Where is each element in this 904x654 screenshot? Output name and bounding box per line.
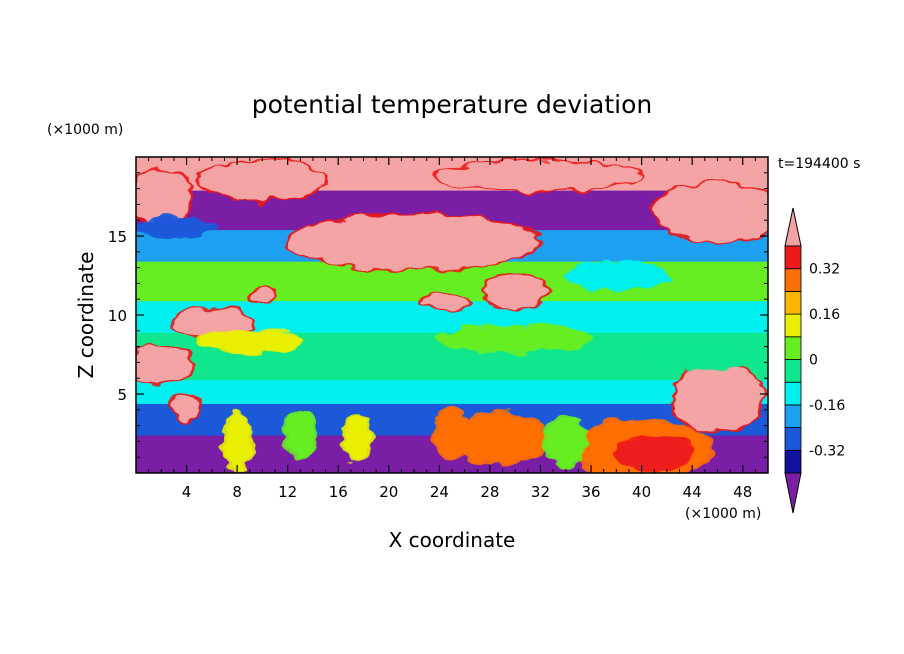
field-blob [628, 340, 756, 369]
colorbar: -0.32 -0.16 0 0.16 0.32 [784, 207, 845, 514]
field-blob [616, 436, 693, 469]
z-unit-label: (×1000 m) [47, 122, 123, 138]
field-blob [199, 330, 301, 353]
x-tick-label: 40 [632, 483, 651, 501]
field-blob [565, 262, 667, 289]
field-blob [136, 168, 193, 225]
field-blob [251, 284, 274, 304]
colorbar-box [784, 449, 802, 474]
x-tick-label: 20 [379, 483, 398, 501]
colorbar-box [784, 290, 802, 315]
colorbar-under-triangle [784, 472, 802, 514]
field-blob [420, 296, 471, 308]
z-tick-label: 15 [108, 228, 127, 246]
field-blob [224, 412, 250, 470]
colorbar-box [784, 359, 802, 383]
field-blob [435, 408, 469, 459]
colorbar-tick-label: 0.32 [809, 262, 840, 278]
z-tick-label: 10 [108, 307, 127, 325]
colorbar-tick-label: -0.16 [809, 398, 845, 414]
colorbar-box [784, 336, 802, 360]
x-tick-label: 8 [232, 483, 242, 501]
contour-field [136, 157, 768, 473]
colorbar-box [784, 268, 802, 292]
x-tick-label: 12 [278, 483, 297, 501]
x-tick-label: 32 [531, 483, 550, 501]
x-tick-label: 44 [683, 483, 702, 501]
x-unit-label: (×1000 m) [685, 506, 761, 522]
colorbar-box [784, 404, 802, 428]
x-axis: 4 8 12 16 20 24 28 32 36 40 44 48 [148, 157, 756, 501]
field-blob [439, 326, 592, 352]
z-axis-label: Z coordinate [74, 252, 98, 379]
field-blob [287, 215, 541, 270]
field-blob [199, 161, 326, 200]
field-blob [344, 416, 370, 461]
colorbar-tick-label: 0 [809, 353, 818, 369]
field-blob [285, 409, 316, 458]
colorbar-tick-label: 0.16 [809, 307, 840, 323]
colorbar-tick-label: -0.32 [809, 443, 845, 459]
colorbar-box [784, 427, 802, 451]
x-axis-label: X coordinate [389, 528, 516, 552]
x-tick-label: 4 [182, 483, 192, 501]
z-tick-label: 5 [117, 386, 127, 404]
colorbar-over-triangle [784, 207, 802, 247]
field-blob [136, 220, 212, 237]
field-blob [173, 392, 200, 421]
x-tick-label: 24 [430, 483, 449, 501]
chart-title: potential temperature deviation [252, 90, 652, 119]
colorbar-box [784, 313, 802, 338]
z-axis: 5 10 15 [108, 172, 768, 458]
colorbar-box [784, 245, 802, 270]
field-blob [458, 412, 547, 464]
field-blob [439, 161, 642, 191]
field-blob [483, 273, 547, 309]
field-blob [654, 183, 768, 241]
x-tick-label: 36 [581, 483, 600, 501]
x-tick-label: 28 [480, 483, 499, 501]
field-band [136, 376, 768, 404]
field-blob [673, 362, 762, 432]
colorbar-box [784, 381, 802, 406]
x-tick-label: 48 [733, 483, 752, 501]
field-blob [546, 417, 585, 466]
field-blob [136, 346, 192, 385]
x-tick-label: 16 [329, 483, 348, 501]
time-label: t=194400 s [778, 156, 860, 172]
